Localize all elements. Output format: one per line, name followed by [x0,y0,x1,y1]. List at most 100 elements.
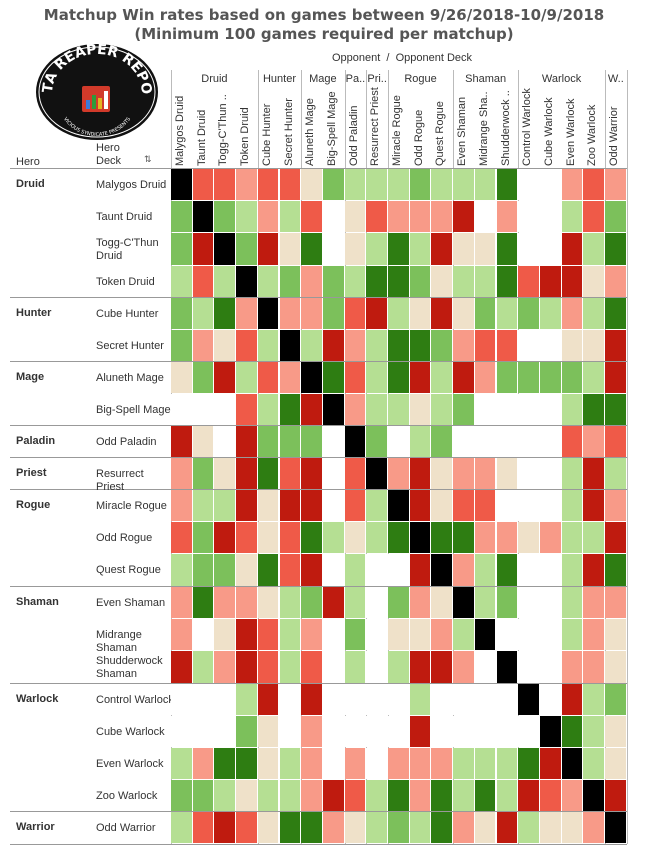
matchup-cell[interactable] [214,169,236,200]
matchup-cell[interactable] [301,619,322,650]
matchup-cell[interactable] [518,458,539,489]
matchup-cell[interactable] [192,780,214,811]
matchup-cell[interactable] [192,748,214,779]
matchup-cell[interactable] [322,684,344,715]
matchup-cell[interactable] [214,426,236,457]
matchup-cell[interactable] [344,458,366,489]
deck-label[interactable]: Cube Warlock [96,725,165,738]
matchup-cell[interactable] [344,233,366,265]
matchup-cell[interactable] [322,201,344,232]
matchup-cell[interactable] [322,812,344,843]
matchup-cell[interactable] [171,684,192,715]
matchup-cell[interactable] [583,233,604,265]
matchup-cell[interactable] [301,716,322,747]
matchup-cell[interactable] [496,716,518,747]
matchup-cell[interactable] [453,458,474,489]
matchup-cell[interactable] [474,233,496,265]
column-header[interactable]: Midrange Sha.. [477,91,490,166]
matchup-cell[interactable] [366,394,387,425]
matchup-cell[interactable] [214,748,236,779]
matchup-cell[interactable] [214,458,236,489]
matchup-cell[interactable] [453,748,474,779]
matchup-cell[interactable] [605,587,626,618]
matchup-cell[interactable] [236,266,257,297]
matchup-cell[interactable] [409,362,431,393]
matchup-cell[interactable] [539,619,561,650]
deck-label[interactable]: Quest Rogue [96,564,161,576]
matchup-cell[interactable] [605,651,626,683]
matchup-cell[interactable] [474,330,496,361]
matchup-cell[interactable] [496,522,518,553]
matchup-cell[interactable] [322,169,344,200]
matchup-cell[interactable] [474,458,496,489]
matchup-cell[interactable] [453,619,474,650]
matchup-cell[interactable] [344,716,366,747]
matchup-cell[interactable] [344,522,366,553]
matchup-cell[interactable] [539,684,561,715]
matchup-cell[interactable] [539,651,561,683]
matchup-cell[interactable] [453,298,474,329]
matchup-cell[interactable] [279,748,301,779]
matchup-cell[interactable] [605,716,626,747]
matchup-cell[interactable] [192,233,214,265]
matchup-cell[interactable] [561,169,583,200]
matchup-cell[interactable] [561,233,583,265]
matchup-cell[interactable] [388,362,409,393]
matchup-cell[interactable] [257,554,279,586]
matchup-cell[interactable] [388,266,409,297]
matchup-cell[interactable] [583,554,604,586]
matchup-cell[interactable] [214,266,236,297]
matchup-cell[interactable] [322,426,344,457]
matchup-cell[interactable] [214,780,236,811]
column-header[interactable]: Resurrect Priest [369,87,382,166]
matchup-cell[interactable] [279,201,301,232]
matchup-cell[interactable] [214,522,236,553]
matchup-cell[interactable] [366,619,387,650]
matchup-cell[interactable] [171,587,192,618]
matchup-cell[interactable] [322,298,344,329]
matchup-cell[interactable] [257,780,279,811]
matchup-cell[interactable] [279,394,301,425]
matchup-cell[interactable] [257,587,279,618]
matchup-cell[interactable] [409,812,431,843]
matchup-cell[interactable] [171,554,192,586]
matchup-cell[interactable] [171,458,192,489]
matchup-cell[interactable] [583,748,604,779]
matchup-cell[interactable] [322,587,344,618]
matchup-cell[interactable] [605,169,626,200]
matchup-cell[interactable] [561,522,583,553]
matchup-cell[interactable] [301,201,322,232]
column-header[interactable]: Odd Rogue [412,109,425,166]
matchup-cell[interactable] [171,266,192,297]
matchup-cell[interactable] [453,587,474,618]
matchup-cell[interactable] [388,458,409,489]
matchup-cell[interactable] [366,233,387,265]
matchup-cell[interactable] [301,233,322,265]
matchup-cell[interactable] [518,554,539,586]
matchup-cell[interactable] [236,330,257,361]
matchup-cell[interactable] [279,716,301,747]
matchup-cell[interactable] [518,490,539,521]
matchup-cell[interactable] [453,330,474,361]
matchup-cell[interactable] [388,201,409,232]
matchup-cell[interactable] [366,490,387,521]
matchup-cell[interactable] [192,651,214,683]
matchup-cell[interactable] [388,394,409,425]
matchup-cell[interactable] [561,362,583,393]
deck-label[interactable]: Odd Warrior [96,821,156,834]
matchup-cell[interactable] [561,426,583,457]
matchup-cell[interactable] [344,201,366,232]
matchup-cell[interactable] [388,684,409,715]
matchup-cell[interactable] [561,458,583,489]
matchup-cell[interactable] [322,362,344,393]
matchup-cell[interactable] [257,812,279,843]
matchup-cell[interactable] [236,201,257,232]
deck-label[interactable]: Big-Spell Mage [96,403,171,416]
matchup-cell[interactable] [431,426,453,457]
matchup-cell[interactable] [583,266,604,297]
column-header[interactable]: Quest Rogue [434,101,447,166]
matchup-cell[interactable] [496,812,518,843]
matchup-cell[interactable] [561,716,583,747]
deck-label[interactable]: Taunt Druid [96,210,153,223]
matchup-cell[interactable] [518,522,539,553]
